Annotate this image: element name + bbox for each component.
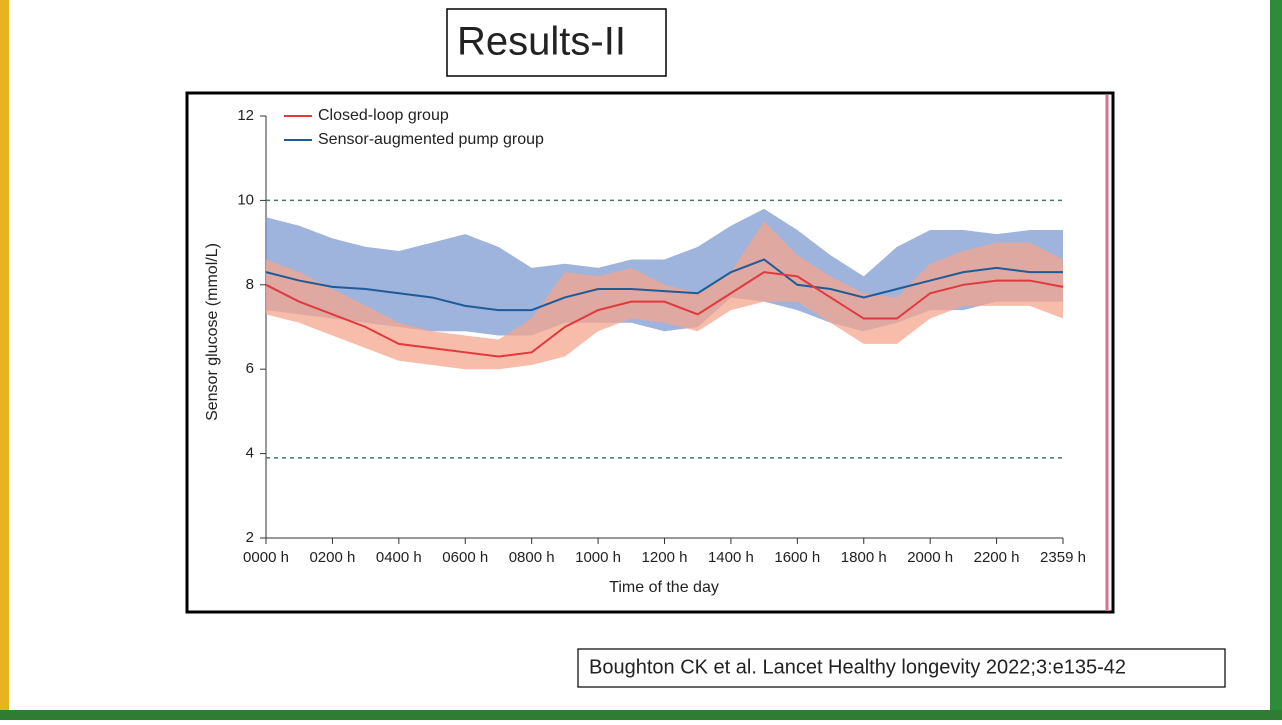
legend-label: Sensor-augmented pump group (318, 131, 544, 148)
x-tick-label: 0800 h (509, 549, 555, 566)
x-axis-title: Time of the day (609, 579, 719, 596)
citation: Boughton CK et al. Lancet Healthy longev… (589, 656, 1126, 678)
x-tick-label: 2359 h (1040, 549, 1086, 566)
iqr-band (266, 221, 1063, 370)
x-tick-label: 0200 h (309, 549, 355, 566)
y-tick-label: 12 (237, 107, 254, 124)
x-tick-label: 1000 h (575, 549, 621, 566)
x-tick-label: 1800 h (841, 549, 887, 566)
y-tick-label: 10 (237, 191, 254, 208)
title-box (446, 8, 667, 77)
x-tick-label: 2000 h (907, 549, 953, 566)
right-strip (1270, 0, 1282, 720)
y-tick-label: 8 (246, 276, 254, 293)
median-line (265, 271, 1064, 358)
x-tick-label: 1400 h (708, 549, 754, 566)
citation-box (577, 648, 1226, 688)
median-line (265, 258, 1063, 312)
x-tick-label: 0600 h (442, 549, 488, 566)
x-tick-label: 1200 h (642, 549, 688, 566)
x-tick-label: 0000 h (243, 549, 289, 566)
x-tick-label: 0400 h (376, 549, 422, 566)
legend-label: Closed-loop group (318, 107, 449, 124)
chart-frame (185, 91, 1115, 614)
y-tick-label: 4 (246, 445, 254, 462)
bottom-strip (0, 710, 1282, 720)
x-tick-label: 1600 h (774, 549, 820, 566)
x-tick-label: 2200 h (974, 549, 1020, 566)
y-axis-title: Sensor glucose (mmol/L) (204, 243, 221, 421)
y-tick-label: 2 (246, 529, 254, 546)
y-tick-label: 6 (246, 360, 254, 377)
left-strip (0, 0, 9, 720)
slide-title: Results-II (457, 20, 626, 64)
